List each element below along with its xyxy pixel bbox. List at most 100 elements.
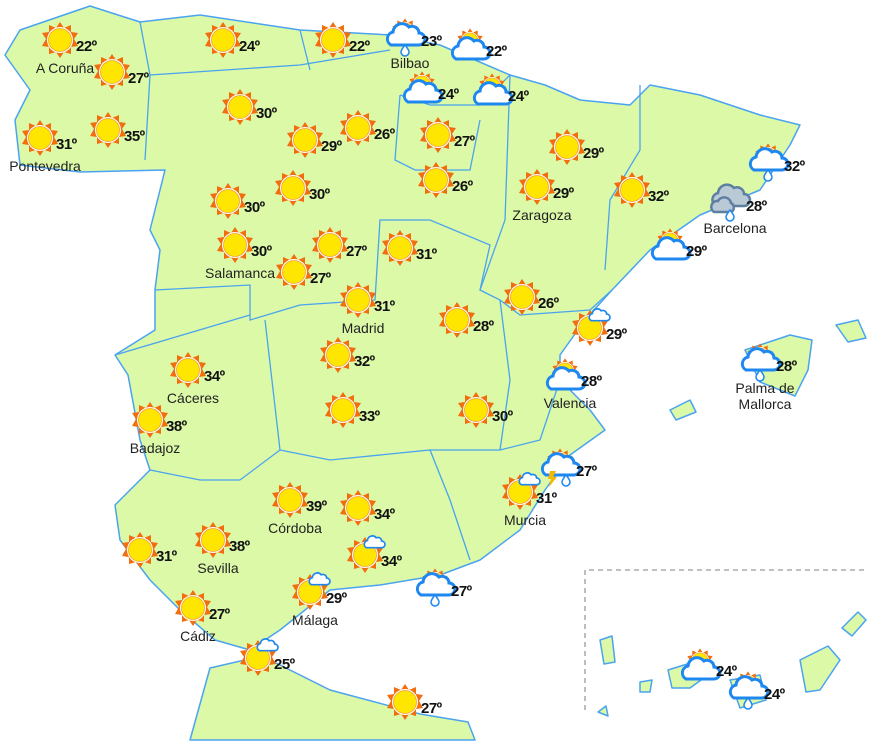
forecast-marker[interactable]: 34º: [168, 350, 225, 390]
sun-small-cloud-icon: [501, 472, 541, 511]
forecast-marker[interactable]: 33º: [323, 390, 380, 430]
city-label: Cádiz: [180, 628, 216, 644]
forecast-marker[interactable]: 26º: [338, 108, 395, 148]
forecast-marker[interactable]: 31º: [20, 118, 77, 158]
sun-cloud-rain-icon: [385, 15, 427, 57]
forecast-marker[interactable]: 29º: [290, 572, 347, 612]
forecast-marker[interactable]: 32º: [318, 335, 375, 375]
temperature: 31º: [536, 490, 557, 507]
city-label: Palma de Mallorca: [735, 380, 795, 412]
forecast-marker[interactable]: 27º: [274, 252, 331, 292]
temperature: 32º: [354, 353, 375, 370]
forecast-marker[interactable]: 30º: [215, 225, 272, 265]
forecast-marker[interactable]: 27º: [540, 445, 597, 487]
temperature: 31º: [56, 136, 77, 153]
forecast-marker[interactable]: 31º: [500, 472, 557, 512]
city-label: Barcelona: [703, 220, 767, 236]
forecast-marker[interactable]: 30º: [220, 87, 277, 127]
forecast-marker[interactable]: 34º: [345, 535, 402, 575]
forecast-marker[interactable]: 30º: [273, 168, 330, 208]
sun-icon: [204, 21, 242, 59]
forecast-marker[interactable]: 27º: [385, 682, 442, 722]
temperature: 23º: [421, 33, 442, 50]
forecast-marker[interactable]: 24º: [472, 70, 529, 110]
forecast-marker[interactable]: 27º: [173, 588, 230, 628]
city-label: Sevilla: [197, 560, 239, 576]
forecast-marker[interactable]: 29º: [570, 308, 627, 348]
forecast-marker[interactable]: 26º: [416, 160, 473, 200]
sun-cloud-rain-icon: [740, 340, 782, 382]
forecast-marker[interactable]: 29º: [650, 225, 707, 265]
forecast-marker[interactable]: 22º: [313, 20, 370, 60]
sun-icon: [314, 21, 352, 59]
sun-icon: [386, 683, 424, 721]
temperature: 25º: [274, 656, 295, 673]
sun-small-cloud-icon: [291, 572, 331, 611]
forecast-marker[interactable]: 24º: [402, 68, 459, 108]
sun-icon: [503, 278, 541, 316]
temperature: 27º: [451, 583, 472, 600]
forecast-marker[interactable]: 22º: [40, 20, 97, 60]
temperature: 27º: [128, 70, 149, 87]
forecast-marker[interactable]: 38º: [130, 400, 187, 440]
forecast-marker[interactable]: 25º: [238, 638, 295, 678]
sun-cloud-rain-icon: [748, 140, 790, 182]
sun-storm-icon: [540, 445, 582, 487]
forecast-marker[interactable]: 26º: [502, 277, 559, 317]
sun-icon: [339, 489, 377, 527]
sun-cloud-rain-icon: [728, 668, 770, 710]
sun-icon: [457, 391, 495, 429]
temperature: 28º: [746, 198, 767, 215]
sun-cloud-icon: [680, 645, 722, 681]
sun-icon: [548, 128, 586, 166]
sun-cloud-icon: [472, 70, 514, 106]
temperature: 22º: [349, 38, 370, 55]
canary-islands-inset-frame: [584, 569, 868, 710]
sun-cloud-icon: [650, 225, 692, 261]
temperature: 30º: [251, 243, 272, 260]
temperature: 27º: [346, 243, 367, 260]
forecast-marker[interactable]: 28º: [545, 355, 602, 395]
temperature: 35º: [124, 128, 145, 145]
forecast-marker[interactable]: 27º: [418, 115, 475, 155]
forecast-marker[interactable]: 27º: [92, 52, 149, 92]
forecast-marker[interactable]: 31º: [120, 530, 177, 570]
forecast-marker[interactable]: 30º: [456, 390, 513, 430]
temperature: 29º: [686, 243, 707, 260]
forecast-marker[interactable]: 22º: [450, 25, 507, 65]
forecast-marker[interactable]: 34º: [338, 488, 395, 528]
forecast-marker[interactable]: 30º: [208, 181, 265, 221]
temperature: 38º: [166, 418, 187, 435]
forecast-marker[interactable]: 24º: [680, 645, 737, 685]
forecast-marker[interactable]: 31º: [338, 280, 395, 320]
temperature: 22º: [486, 43, 507, 60]
temperature: 27º: [209, 606, 230, 623]
forecast-marker[interactable]: 38º: [193, 520, 250, 560]
temperature: 26º: [374, 126, 395, 143]
forecast-marker[interactable]: 28º: [437, 300, 494, 340]
temperature: 34º: [374, 506, 395, 523]
temperature: 27º: [310, 270, 331, 287]
forecast-marker[interactable]: 28º: [740, 340, 797, 382]
forecast-marker[interactable]: 31º: [380, 228, 437, 268]
forecast-marker[interactable]: 23º: [385, 15, 442, 57]
forecast-marker[interactable]: 32º: [612, 170, 669, 210]
forecast-marker[interactable]: 29º: [285, 120, 342, 160]
forecast-marker[interactable]: 29º: [547, 127, 604, 167]
sun-cloud-icon: [450, 25, 492, 61]
sun-icon: [216, 226, 254, 264]
forecast-marker[interactable]: 35º: [88, 110, 145, 150]
city-label: Bilbao: [390, 55, 430, 71]
dark-cloud-rain-icon: [710, 183, 752, 222]
temperature: 32º: [784, 158, 805, 175]
forecast-marker[interactable]: 27º: [310, 225, 367, 265]
forecast-marker[interactable]: 24º: [728, 668, 785, 710]
sun-icon: [417, 161, 455, 199]
sun-icon: [274, 169, 312, 207]
forecast-marker[interactable]: 29º: [517, 167, 574, 207]
forecast-marker[interactable]: 24º: [203, 20, 260, 60]
forecast-marker[interactable]: 39º: [270, 480, 327, 520]
forecast-marker[interactable]: 32º: [748, 140, 805, 182]
forecast-marker[interactable]: 28º: [710, 180, 767, 222]
forecast-marker[interactable]: 27º: [415, 565, 472, 607]
